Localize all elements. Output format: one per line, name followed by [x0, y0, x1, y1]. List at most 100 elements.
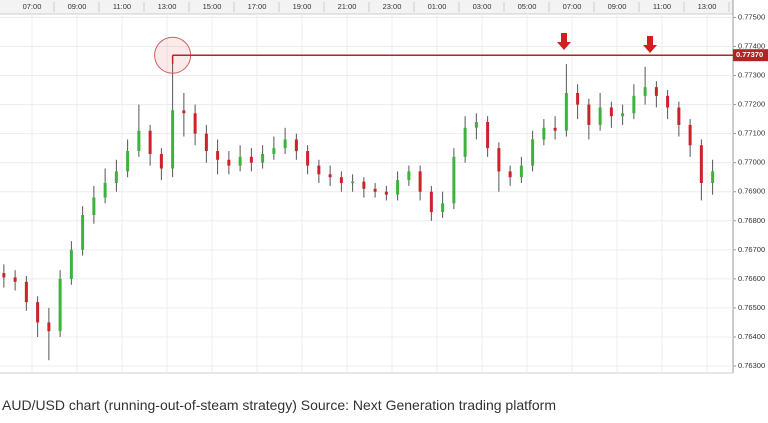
candle-body	[339, 177, 343, 184]
candle-body	[216, 151, 220, 160]
x-tick-label: 01:00	[428, 2, 447, 11]
candle-body	[609, 107, 613, 117]
x-tick-label: 19:00	[293, 2, 312, 11]
candle-body	[688, 124, 692, 146]
candle-body	[519, 165, 523, 178]
candle-body	[362, 181, 366, 189]
candle-body	[328, 174, 332, 178]
candle-body	[103, 183, 107, 198]
candle-body	[531, 139, 535, 166]
y-tick-label: 0.77300	[738, 71, 765, 80]
candle-body	[126, 151, 130, 172]
y-tick-label: 0.77400	[738, 41, 765, 50]
x-tick-label: 11:00	[113, 2, 131, 11]
candle-body	[463, 127, 467, 157]
candle-body	[666, 95, 670, 108]
candle-body	[171, 110, 175, 169]
candle-body	[587, 104, 591, 125]
candle-body	[418, 171, 422, 192]
y-tick-label: 0.77000	[738, 158, 765, 167]
y-tick-label: 0.76700	[738, 245, 765, 254]
candle-body	[2, 273, 6, 278]
x-tick-label: 23:00	[383, 2, 402, 11]
y-tick-label: 0.77500	[738, 12, 765, 21]
time-band	[0, 0, 733, 14]
candle-body	[238, 156, 242, 166]
candle-body	[36, 302, 40, 323]
x-tick-label: 15:00	[203, 2, 222, 11]
x-tick-label: 05:00	[518, 2, 537, 11]
x-tick-label: 07:00	[563, 2, 582, 11]
y-tick-label: 0.76900	[738, 187, 765, 196]
y-tick-label: 0.77100	[738, 129, 765, 138]
x-tick-label: 11:00	[653, 2, 671, 11]
candle-body	[24, 281, 28, 303]
candle-body	[564, 92, 568, 131]
candle-body	[429, 191, 433, 213]
level-label: 0.77370	[736, 50, 763, 59]
candle-body	[137, 130, 141, 152]
candle-body	[711, 171, 715, 184]
candle-body	[272, 148, 276, 154]
y-tick-label: 0.76300	[738, 361, 765, 370]
candle-body	[294, 139, 298, 152]
candle-body	[384, 191, 388, 195]
candle-body	[58, 278, 62, 332]
candle-body	[227, 159, 231, 166]
y-tick-label: 0.77200	[738, 100, 765, 109]
candle-body	[643, 87, 647, 96]
candle-body	[317, 165, 321, 175]
candle-body	[306, 151, 310, 166]
candle-body	[621, 113, 625, 117]
candle-body	[474, 122, 478, 128]
x-tick-label: 13:00	[158, 2, 177, 11]
candle-body	[598, 107, 602, 125]
candle-body	[553, 127, 557, 131]
candle-body	[486, 122, 490, 149]
candle-body	[576, 92, 580, 105]
candle-body	[47, 322, 51, 332]
candle-body	[699, 145, 703, 184]
x-tick-label: 17:00	[248, 2, 267, 11]
candle-body	[283, 139, 287, 149]
candle-body	[204, 133, 208, 152]
candle-body	[81, 214, 85, 250]
x-tick-label: 21:00	[338, 2, 357, 11]
x-tick-label: 13:00	[698, 2, 717, 11]
candle-body	[249, 156, 253, 163]
candle-body	[654, 87, 658, 96]
level-label-box	[733, 49, 768, 62]
candle-body	[13, 277, 17, 282]
x-tick-label: 09:00	[608, 2, 627, 11]
plot: 0.76300 0.76400 0.76500 0.76600 0.76700 0.768…	[0, 2, 765, 373]
candle-body	[508, 171, 512, 178]
candle-body	[148, 130, 152, 154]
candle-body	[193, 113, 197, 134]
candle-body	[441, 203, 445, 213]
candle-body	[677, 107, 681, 125]
candle-body	[542, 127, 546, 140]
candle-body	[114, 171, 118, 184]
caption: AUD/USD chart (running-out-of-steam stra…	[2, 397, 557, 413]
candle-body	[261, 153, 265, 163]
x-tick-label: 09:00	[68, 2, 87, 11]
x-tick-label: 07:00	[23, 2, 42, 11]
candle-body	[497, 148, 501, 172]
candle-body	[182, 110, 186, 114]
candle-body	[407, 171, 411, 181]
candle-body	[69, 249, 73, 279]
y-tick-label: 0.76400	[738, 332, 765, 341]
candle-body	[452, 156, 456, 204]
candle-body	[632, 95, 636, 114]
chart: 0.76300 0.76400 0.76500 0.76600 0.76700 0.768…	[0, 0, 768, 374]
candle-body	[92, 197, 96, 215]
arrow	[557, 33, 571, 50]
y-tick-label: 0.76800	[738, 216, 765, 225]
candle-body	[351, 181, 355, 184]
y-tick-label: 0.76500	[738, 303, 765, 312]
x-tick-label: 03:00	[473, 2, 492, 11]
y-tick-label: 0.76600	[738, 274, 765, 283]
candle-body	[159, 153, 163, 169]
candle-body	[396, 180, 400, 195]
